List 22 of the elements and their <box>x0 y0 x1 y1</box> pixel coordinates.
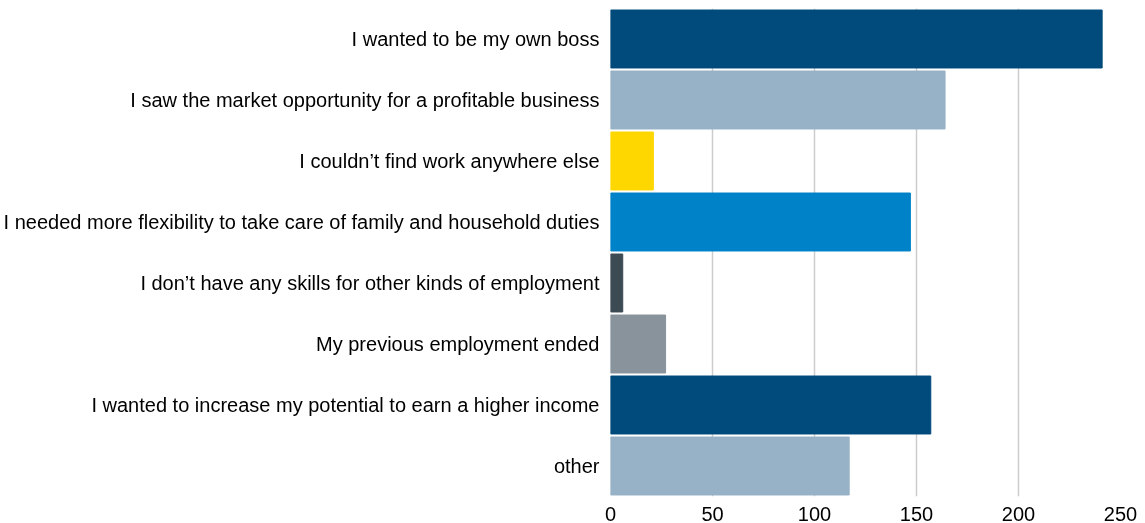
y-tick-label: I needed more flexibility to take care of family and household duties <box>3 211 600 233</box>
x-tick-label: 0 <box>604 502 617 523</box>
x-tick-label: 200 <box>1001 502 1036 523</box>
bar <box>610 9 1103 69</box>
bar <box>610 253 624 313</box>
y-tick-label: I wanted to be my own boss <box>351 28 600 50</box>
bar <box>610 70 946 130</box>
x-tick-label: 100 <box>797 502 832 523</box>
x-tick-label: 150 <box>899 502 934 523</box>
bar <box>610 436 850 496</box>
y-tick-label: I wanted to increase my potential to earn a higher income <box>91 394 600 416</box>
y-tick-label: other <box>553 455 600 477</box>
bar <box>610 131 654 191</box>
y-tick-label: I saw the market opportunity for a profitable business <box>130 89 600 111</box>
bar <box>610 314 667 374</box>
x-tick-label: 50 <box>701 502 724 523</box>
x-tick-label: 250 <box>1103 502 1138 523</box>
y-tick-label: I don’t have any skills for other kinds of employment <box>140 272 600 294</box>
y-tick-label: I couldn’t find work anywhere else <box>299 150 600 172</box>
bar <box>610 375 932 435</box>
y-tick-label: My previous employment ended <box>316 333 600 355</box>
bar <box>610 192 911 252</box>
